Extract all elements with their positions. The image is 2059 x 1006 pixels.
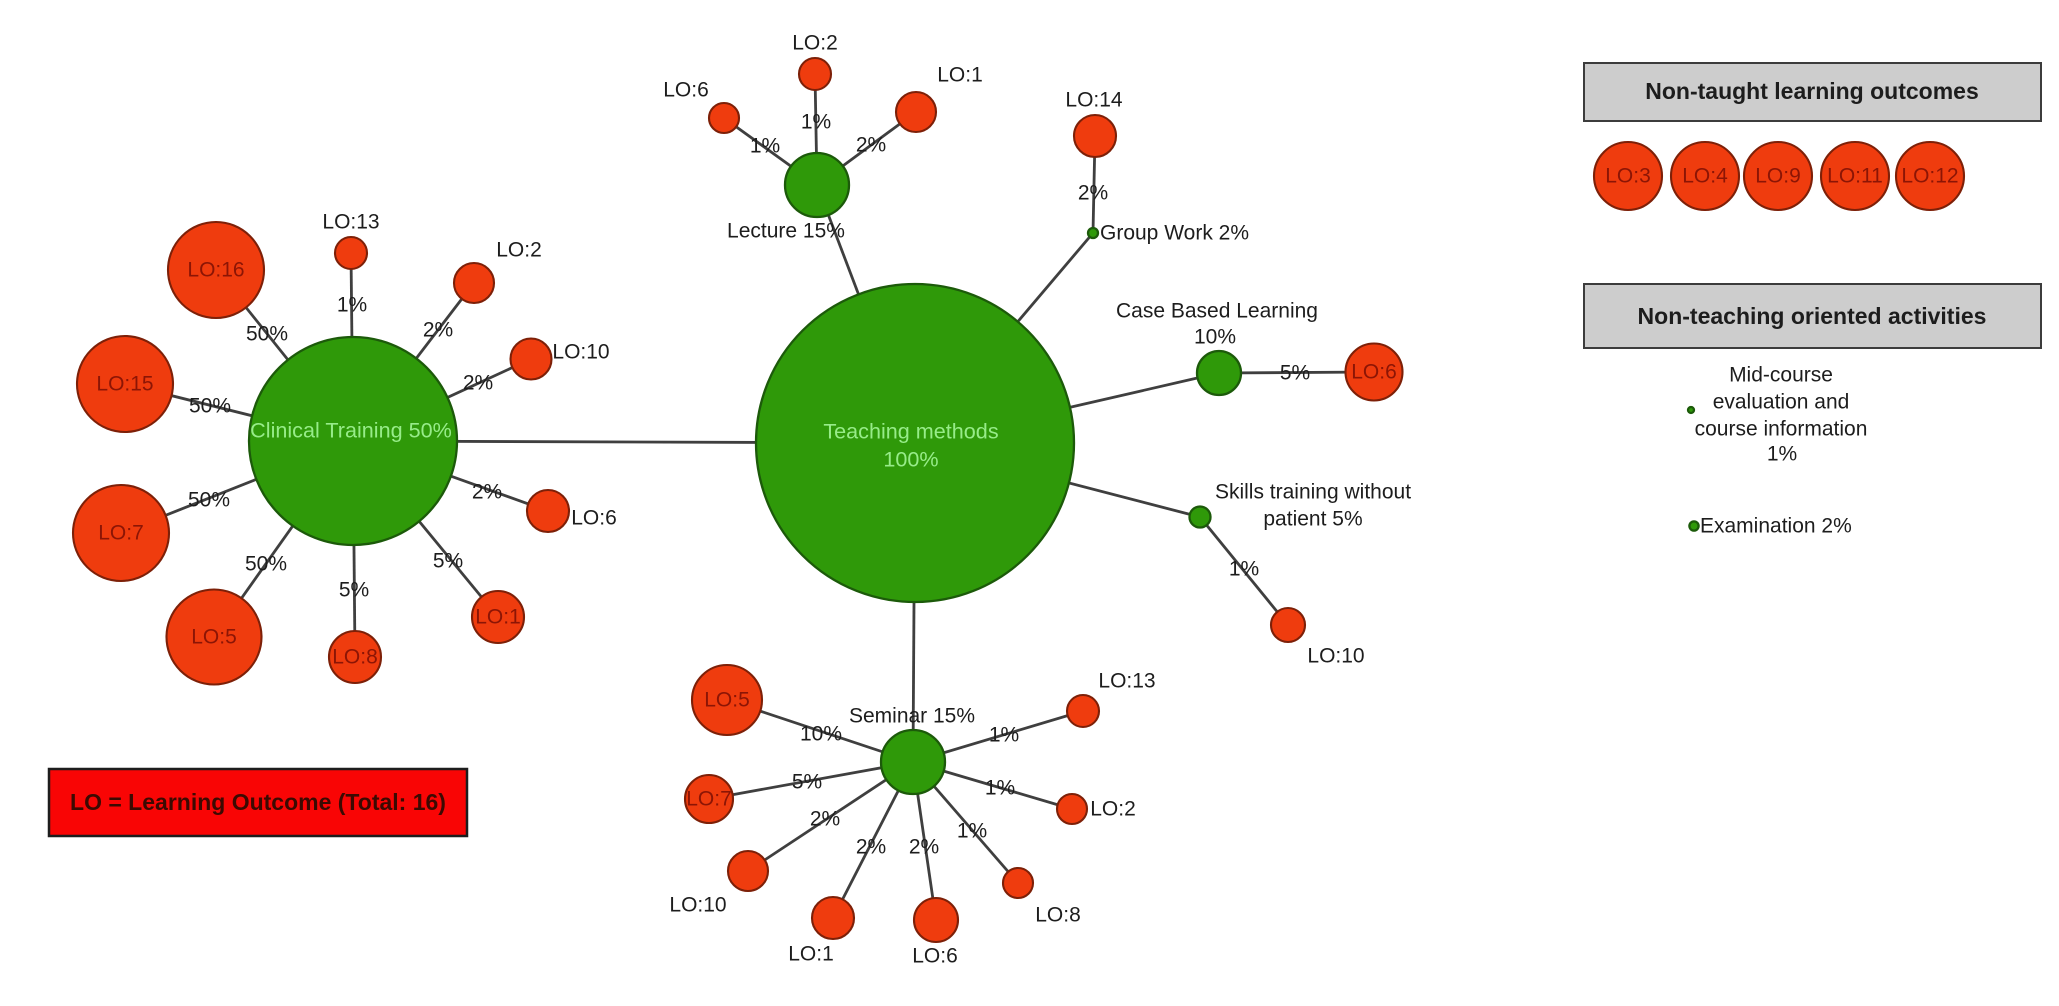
svg-text:1%: 1% [801,111,831,134]
svg-text:Lecture 15%: Lecture 15% [727,220,845,243]
svg-text:LO:10: LO:10 [669,894,726,917]
svg-text:Non-taught learning outcomes: Non-taught learning outcomes [1645,78,1979,104]
svg-text:LO:2: LO:2 [496,239,542,262]
svg-text:LO:16: LO:16 [187,259,244,282]
svg-text:Skills training without: Skills training without [1215,481,1411,504]
svg-text:1%: 1% [750,135,780,158]
svg-text:LO:1: LO:1 [937,64,983,87]
svg-text:1%: 1% [989,724,1019,747]
svg-text:Mid-course: Mid-course [1729,364,1833,387]
svg-text:Case Based Learning: Case Based Learning [1116,300,1318,323]
svg-text:5%: 5% [1280,362,1310,385]
svg-text:LO:6: LO:6 [663,79,709,102]
svg-text:LO:12: LO:12 [1901,165,1958,188]
svg-text:LO:1: LO:1 [475,606,521,629]
svg-text:LO:6: LO:6 [571,507,617,530]
svg-text:10%: 10% [800,723,842,746]
svg-text:2%: 2% [463,372,493,395]
svg-text:course information: course information [1695,418,1868,441]
svg-text:LO:15: LO:15 [96,373,153,396]
svg-text:1%: 1% [337,294,367,317]
svg-text:LO:14: LO:14 [1065,89,1123,112]
svg-text:LO:13: LO:13 [322,211,379,234]
svg-text:LO:8: LO:8 [1035,904,1081,927]
svg-text:10%: 10% [1194,326,1236,349]
svg-text:LO:6: LO:6 [1351,361,1397,384]
svg-text:Clinical Training 50%: Clinical Training 50% [250,418,452,443]
svg-text:LO = Learning Outcome (Total:: LO = Learning Outcome (Total: 16) [70,789,446,815]
svg-text:50%: 50% [246,323,288,346]
svg-text:1%: 1% [957,820,987,843]
svg-text:2%: 2% [472,481,502,504]
svg-text:2%: 2% [423,319,453,342]
svg-text:LO:7: LO:7 [98,522,144,545]
svg-text:LO:7: LO:7 [686,788,732,811]
svg-text:LO:4: LO:4 [1682,165,1728,188]
svg-text:LO:10: LO:10 [552,341,609,364]
svg-text:LO:6: LO:6 [912,945,958,968]
svg-text:LO:10: LO:10 [1307,645,1364,668]
svg-text:LO:5: LO:5 [191,626,237,649]
svg-text:2%: 2% [856,134,886,157]
svg-text:1%: 1% [985,777,1015,800]
svg-text:5%: 5% [433,550,463,573]
svg-text:Group Work 2%: Group Work 2% [1100,222,1249,245]
svg-text:2%: 2% [856,836,886,859]
svg-text:LO:13: LO:13 [1098,670,1155,693]
svg-text:LO:11: LO:11 [1827,165,1883,188]
svg-text:5%: 5% [339,579,369,602]
svg-text:50%: 50% [245,553,287,576]
svg-text:2%: 2% [810,808,840,831]
svg-text:Teaching methods: Teaching methods [823,419,998,444]
svg-text:5%: 5% [792,771,822,794]
svg-text:LO:5: LO:5 [704,689,750,712]
svg-text:LO:3: LO:3 [1605,165,1651,188]
svg-text:LO:2: LO:2 [792,32,838,55]
svg-text:evaluation and: evaluation and [1713,391,1850,414]
svg-text:LO:2: LO:2 [1090,798,1136,821]
svg-text:1%: 1% [1767,443,1797,466]
svg-text:2%: 2% [1078,182,1108,205]
svg-text:patient 5%: patient 5% [1263,508,1362,531]
svg-text:LO:8: LO:8 [332,646,378,669]
svg-text:100%: 100% [883,447,938,472]
svg-text:50%: 50% [188,489,230,512]
svg-text:1%: 1% [1229,558,1259,581]
svg-text:Non-teaching oriented activiti: Non-teaching oriented activities [1638,303,1987,329]
svg-text:50%: 50% [189,395,231,418]
svg-text:LO:9: LO:9 [1755,165,1801,188]
svg-text:Examination 2%: Examination 2% [1700,515,1852,538]
svg-text:2%: 2% [909,836,939,859]
svg-text:LO:1: LO:1 [788,943,834,966]
svg-text:Seminar 15%: Seminar 15% [849,705,975,728]
